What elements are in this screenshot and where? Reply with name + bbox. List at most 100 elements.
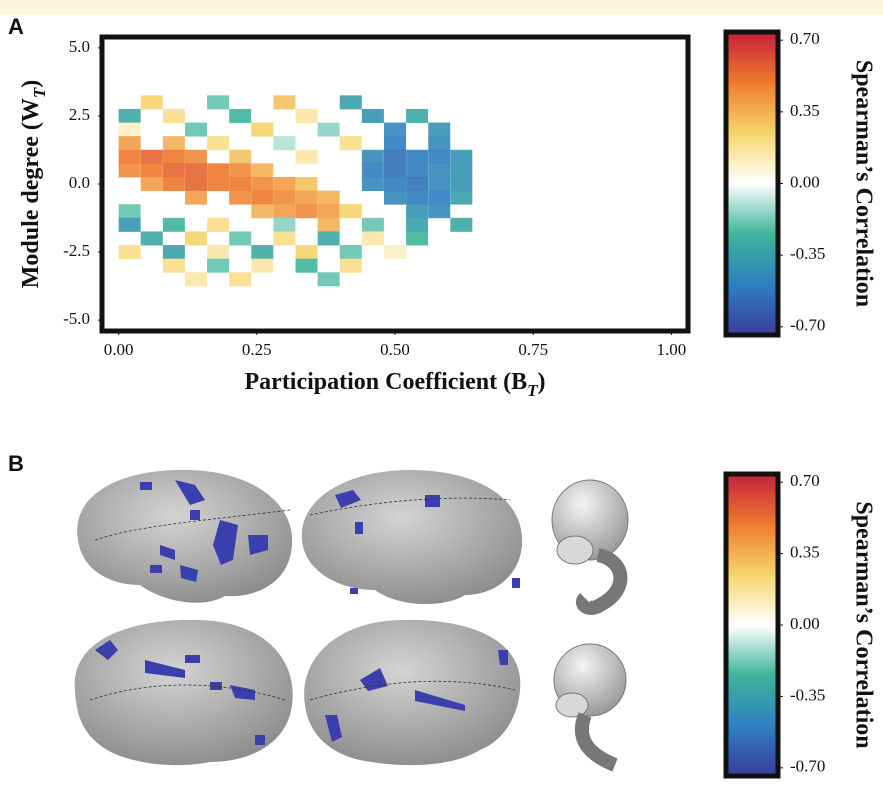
heatmap-cell — [251, 122, 274, 137]
heatmap-cell — [384, 163, 406, 178]
heatmap-cell — [162, 149, 185, 164]
heatmap-cell — [118, 122, 141, 137]
heatmap-cell — [406, 149, 429, 164]
heatmap-cell — [295, 258, 318, 273]
heatmap-cell — [428, 122, 451, 137]
heatmap-cell — [339, 258, 362, 273]
heatmap-cell — [184, 163, 207, 178]
heatmap-cell — [295, 108, 318, 123]
x-tick-label: 0.75 — [518, 340, 548, 359]
heatmap-cell — [339, 245, 362, 260]
heatmap-cell — [273, 177, 296, 191]
heatmap-cell — [184, 190, 207, 205]
axis-label-part: Module degree (W — [18, 98, 44, 288]
heatmap-cell — [229, 177, 252, 191]
heatmap-cell — [339, 136, 362, 151]
brain-surface — [77, 469, 293, 603]
heatmap-cell — [251, 190, 274, 205]
brain-surface — [304, 619, 521, 766]
boundaries — [89, 497, 516, 701]
banner — [0, 0, 883, 15]
y-tick-label: 2.5 — [69, 105, 90, 124]
heatmap-cell — [207, 177, 230, 191]
heatmap-cell — [361, 149, 384, 164]
colorbar-tick-label: 0.70 — [790, 471, 820, 490]
heatmap-cell — [162, 177, 185, 191]
heatmap-cell — [140, 163, 163, 178]
heatmap-cell — [428, 177, 451, 191]
heatmap-cell — [450, 163, 473, 178]
heatmap-cell — [251, 258, 274, 273]
heatmap-cell — [428, 204, 451, 219]
colorbar — [723, 29, 781, 338]
heatmap-cell — [406, 204, 429, 219]
blobs — [95, 480, 520, 745]
axis-label-part: ) — [538, 369, 546, 395]
heatmap-cell — [229, 163, 252, 178]
heatmap-cell — [184, 149, 207, 164]
colorbar-title: Spearman’s Correlation — [850, 60, 876, 307]
heatmap-cell — [118, 217, 141, 232]
heatmap-cell — [229, 231, 252, 246]
x-tick-label: 0.50 — [380, 340, 410, 359]
heatmap-cell — [295, 204, 318, 219]
brain-surface — [74, 619, 293, 766]
heatmap-cell — [295, 190, 318, 205]
y-tick-label: -2.5 — [63, 241, 90, 260]
heatmap-cell — [406, 190, 429, 205]
colorbar — [723, 471, 781, 779]
axis-label-part: T — [527, 381, 538, 400]
heatmap-cell — [406, 177, 429, 191]
heatmap-cell — [384, 136, 406, 151]
heatmap-cell — [295, 177, 318, 191]
axis-label-part: Participation Coefficient (B — [245, 369, 528, 395]
heatmap-cell — [140, 95, 163, 110]
heatmap-cell — [162, 245, 185, 260]
heatmap-cell — [273, 95, 296, 110]
heatmap-cell — [207, 136, 230, 151]
heatmap-cell — [361, 163, 384, 178]
heatmap-cell — [162, 258, 185, 273]
heatmap-cell — [162, 136, 185, 151]
heatmap-cell — [229, 108, 252, 123]
axis-label: Module degree (WT) — [18, 80, 50, 289]
colorbar-tick-label: 0.35 — [790, 542, 820, 561]
heatmap-cell — [273, 231, 296, 246]
heatmap-cell — [384, 122, 406, 137]
panel-label: A — [8, 14, 24, 39]
heatmap-cell — [251, 204, 274, 219]
axis-label-part: T — [30, 87, 49, 98]
heatmap-cell — [361, 217, 384, 232]
colorbar-tick-label: -0.35 — [790, 244, 825, 263]
heatmap-cell — [118, 204, 141, 219]
heatmap-cell — [317, 122, 340, 137]
heatmap-cell — [295, 245, 318, 260]
heatmap-cell — [361, 231, 384, 246]
colorbar-tick-label: -0.35 — [790, 685, 825, 704]
heatmap-cell — [406, 163, 429, 178]
heatmap-cell — [162, 163, 185, 178]
y-tick-label: -5.0 — [63, 309, 90, 328]
heatmap-cell — [118, 108, 141, 123]
heatmap-cell — [339, 204, 362, 219]
heatmap-cell — [361, 108, 384, 123]
heatmap-cell — [207, 245, 230, 260]
heatmap-cell — [428, 163, 451, 178]
heatmap-cell — [229, 190, 252, 205]
heatmap-cell — [273, 217, 296, 232]
colorbar-tick-label: 0.00 — [790, 614, 820, 633]
heatmap-cell — [317, 217, 340, 232]
brain-renderings — [74, 469, 629, 772]
heatmap-cell — [162, 217, 185, 232]
heatmap-cell — [251, 177, 274, 191]
heatmap-cell — [428, 136, 451, 151]
heatmap-cell — [207, 258, 230, 273]
heatmap-cell — [384, 190, 406, 205]
heatmap-cell — [450, 190, 473, 205]
x-tick-label: 0.25 — [242, 340, 272, 359]
heatmap-cell — [251, 245, 274, 260]
axis-label: Participation Coefficient (BT) — [245, 369, 546, 401]
heatmap-cell — [140, 177, 163, 191]
heatmap-cell — [184, 231, 207, 246]
